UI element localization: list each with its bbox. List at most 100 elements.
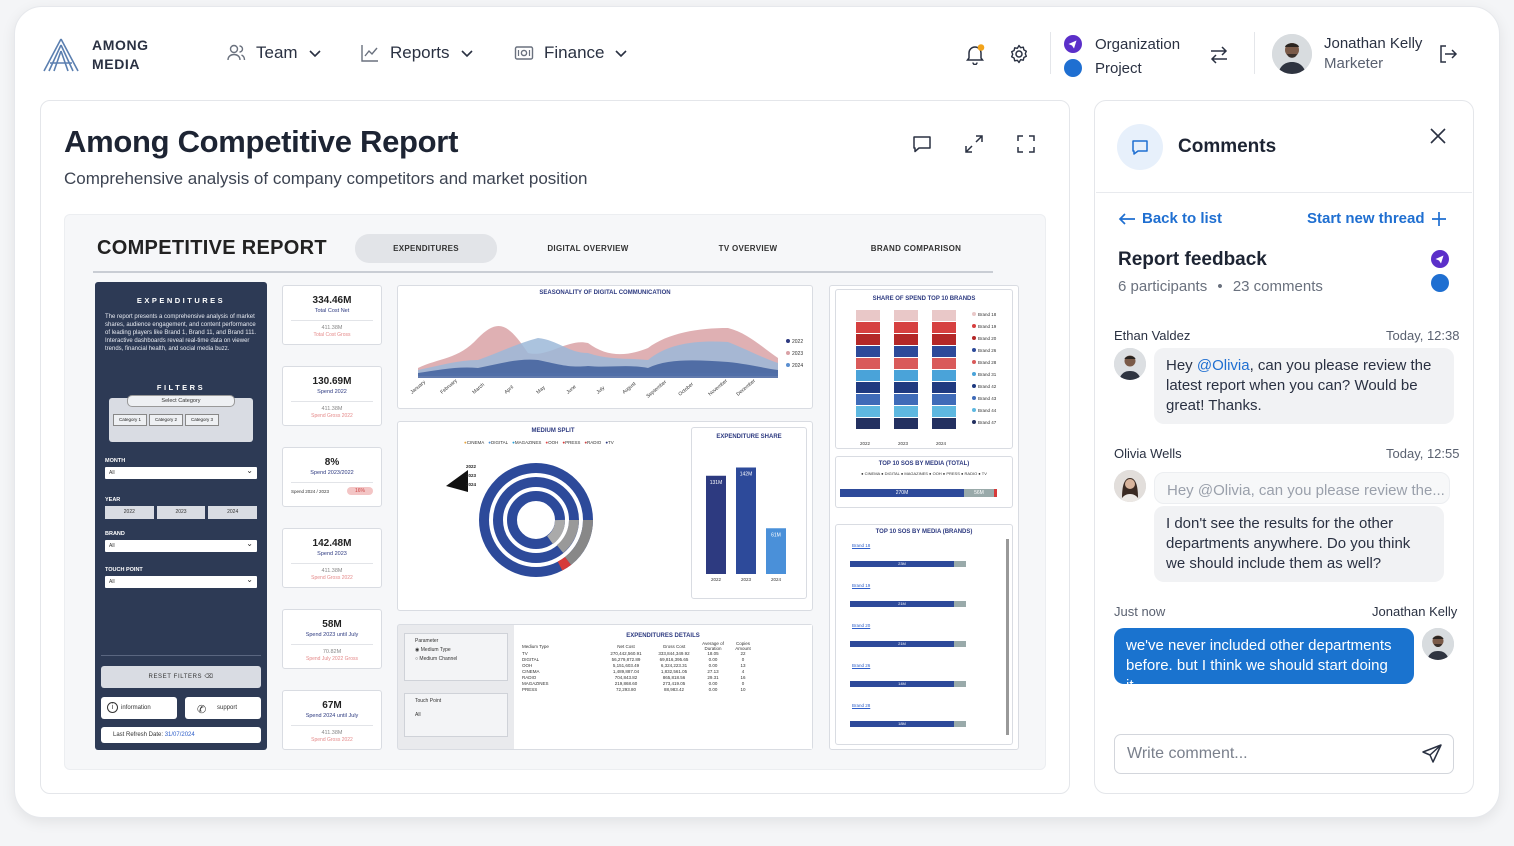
category-option[interactable]: Category 1 — [113, 414, 147, 426]
stack-segment — [856, 358, 880, 369]
reset-filters-button[interactable]: RESET FILTERS ⌫ — [101, 666, 261, 688]
kpi-value: 67M — [322, 700, 342, 711]
top10-sos-brands-chart[interactable]: TOP 10 SOS BY MEDIA (BRANDS) Brand 18 23M… — [835, 524, 1013, 745]
report-tab-expenditures[interactable]: EXPENDITURES — [355, 234, 497, 263]
back-to-list-link[interactable]: Back to list — [1118, 210, 1222, 227]
svg-text:Brand 31: Brand 31 — [978, 372, 997, 377]
month-select[interactable]: All — [105, 466, 257, 479]
start-new-thread-link[interactable]: Start new thread — [1307, 210, 1447, 227]
brand-select[interactable]: All — [105, 539, 257, 552]
svg-text:2024: 2024 — [936, 441, 947, 446]
parameter-option-medium-type[interactable]: ◉ Medium Type — [415, 647, 451, 653]
brand-link[interactable]: Brand 20 — [852, 623, 871, 628]
kpi-label2: Spend Gross 2022 — [311, 737, 353, 743]
nav-team[interactable]: Team — [226, 43, 322, 63]
table-cell: OOH — [522, 663, 533, 668]
expand-button[interactable] — [963, 133, 985, 155]
expenditure-share-chart[interactable]: EXPENDITURE SHARE 131M 2022 142M 2023 61M 202… — [691, 427, 807, 599]
kpi-label2: Total Cost Gross — [313, 332, 351, 338]
details-panel: Parameter ◉ Medium Type ○ Medium Channel… — [397, 624, 813, 750]
brand-bar: 18M — [850, 721, 954, 727]
table-row[interactable]: OOH 5,151,603.49 6,324,223.31 0.00 13 — [522, 663, 758, 669]
legend-item: ●DIGITAL — [488, 440, 509, 445]
kpi-card: 142.48M Spend 2023 411.38M Spend Gross 2… — [282, 528, 382, 588]
media-legend-small: ● CINEMA ● DIGITAL ● MAGAZINES ● OOH ● P… — [861, 471, 987, 476]
organization-row[interactable]: Organization — [1064, 32, 1180, 56]
table-row[interactable]: PRESS 72,293.80 88,983.42 0.00 10 — [522, 687, 758, 693]
report-tab-brand-comparison[interactable]: BRAND COMPARISON — [870, 244, 962, 253]
touch-point-select[interactable]: All — [105, 575, 257, 588]
brand-bar: 21M — [850, 641, 954, 647]
send-button[interactable] — [1421, 743, 1443, 765]
table-row[interactable]: TV 270,442,560.91 333,844,349.92 18.05 22 — [522, 651, 758, 657]
nav-reports[interactable]: Reports — [360, 43, 474, 63]
expenditure-details-table[interactable]: EXPENDITURES DETAILS Medium Type Net Cos… — [514, 625, 812, 749]
switch-context-button[interactable] — [1208, 44, 1230, 66]
comment-text: Hey — [1166, 357, 1197, 374]
touch-point-box[interactable]: Touch Point All — [404, 693, 508, 737]
brand-link[interactable]: Brand 28 — [852, 703, 871, 708]
table-cell: 22 — [740, 651, 746, 656]
comment-input[interactable]: Write comment... — [1114, 734, 1454, 774]
top10-sos-media-chart[interactable]: TOP 10 SOS BY MEDIA (TOTAL) ● CINEMA ● D… — [835, 456, 1013, 508]
expand-arrows-icon — [965, 135, 983, 153]
brand-bar-secondary — [954, 641, 966, 647]
logout-button[interactable] — [1437, 43, 1459, 65]
stack-segment — [894, 418, 918, 429]
stack-segment — [856, 406, 880, 417]
table-cell: 219,868.60 — [614, 681, 638, 686]
table-row[interactable]: RADIO 704,843.82 865,818.56 29.31 16 — [522, 675, 758, 681]
quoted-comment[interactable]: Hey @Olivia, can you please review the..… — [1154, 472, 1450, 504]
year-button[interactable]: 2023 — [156, 506, 206, 519]
category-option[interactable]: Category 2 — [149, 414, 183, 426]
brand-link[interactable]: Brand 19 — [852, 583, 871, 588]
share-top10-chart[interactable]: SHARE OF SPEND TOP 10 BRANDS Brand 18 Br… — [835, 289, 1013, 449]
sidebar-divider — [101, 655, 261, 656]
brand-logo[interactable]: AMONG MEDIA — [42, 36, 149, 74]
table-cell: MAGAZINES — [522, 681, 549, 686]
category-option[interactable]: Category 3 — [185, 414, 219, 426]
parameter-option-medium-channel[interactable]: ○ Medium Channel — [415, 656, 458, 662]
scrollbar[interactable] — [1006, 539, 1009, 735]
context-switcher[interactable]: Organization Project — [1064, 32, 1180, 80]
money-icon — [514, 46, 534, 60]
stack-segment — [894, 370, 918, 381]
svg-text:2022: 2022 — [860, 441, 871, 446]
table-cell: RADIO — [522, 675, 537, 680]
svg-text:Brand 28: Brand 28 — [978, 360, 997, 365]
report-tab-digital-overview[interactable]: DIGITAL OVERVIEW — [547, 244, 629, 253]
table-row[interactable]: MAGAZINES 219,868.60 273,419.05 0.00 0 — [522, 681, 758, 687]
svg-text:Brand 20: Brand 20 — [978, 336, 997, 341]
project-row[interactable]: Project — [1064, 56, 1180, 80]
kpi-value2: 411.38M — [321, 325, 343, 331]
brand-link[interactable]: Brand 18 — [852, 543, 871, 548]
settings-button[interactable] — [1008, 43, 1030, 65]
brand-link[interactable]: Brand 26 — [852, 663, 871, 668]
table-row[interactable]: CINEMA 1,489,887.04 1,832,561.05 27.13 4 — [522, 669, 758, 675]
close-comments-button[interactable] — [1427, 125, 1449, 147]
category-filter[interactable]: Select Category Category 1 Category 2 Ca… — [109, 395, 253, 442]
divider — [1254, 32, 1255, 74]
year-button[interactable]: 2022 — [105, 506, 154, 519]
share-top10-title: SHARE OF SPEND TOP 10 BRANDS — [872, 296, 976, 302]
media-legend: ●CINEMA ●DIGITAL ●MAGAZINES ●OOH ●PRESS … — [464, 440, 614, 445]
bell-icon — [966, 44, 985, 66]
nav-finance[interactable]: Finance — [514, 43, 628, 63]
mention-link[interactable]: @Olivia — [1196, 357, 1250, 374]
embedded-report[interactable]: COMPETITIVE REPORT EXPENDITURES DIGITAL … — [64, 214, 1046, 770]
year-button[interactable]: 2024 — [208, 506, 258, 519]
comment-button[interactable] — [911, 133, 933, 155]
parameter-box[interactable]: Parameter ◉ Medium Type ○ Medium Channel — [404, 633, 508, 681]
support-button[interactable]: ✆ support — [185, 697, 261, 719]
person-avatar-icon — [1114, 470, 1146, 502]
user-menu[interactable]: Jonathan Kelly Marketer — [1272, 34, 1422, 74]
brand-label: BRAND — [105, 531, 125, 537]
thread-meta: 6 participants • 23 comments — [1118, 278, 1323, 295]
notifications-button[interactable] — [964, 43, 986, 66]
fullscreen-button[interactable] — [1015, 133, 1037, 155]
seasonality-chart[interactable]: SEASONALITY OF DIGITAL COMMUNICATION Jan… — [397, 285, 813, 409]
table-row[interactable]: DIGITAL 56,279,872.89 69,816,395.65 0.00 0 — [522, 657, 758, 663]
information-button[interactable]: i information — [101, 697, 177, 719]
kpi-card: 130.69M Spend 2022 411.38M Spend Gross 2… — [282, 366, 382, 426]
report-tab-tv-overview[interactable]: TV OVERVIEW — [718, 244, 778, 253]
